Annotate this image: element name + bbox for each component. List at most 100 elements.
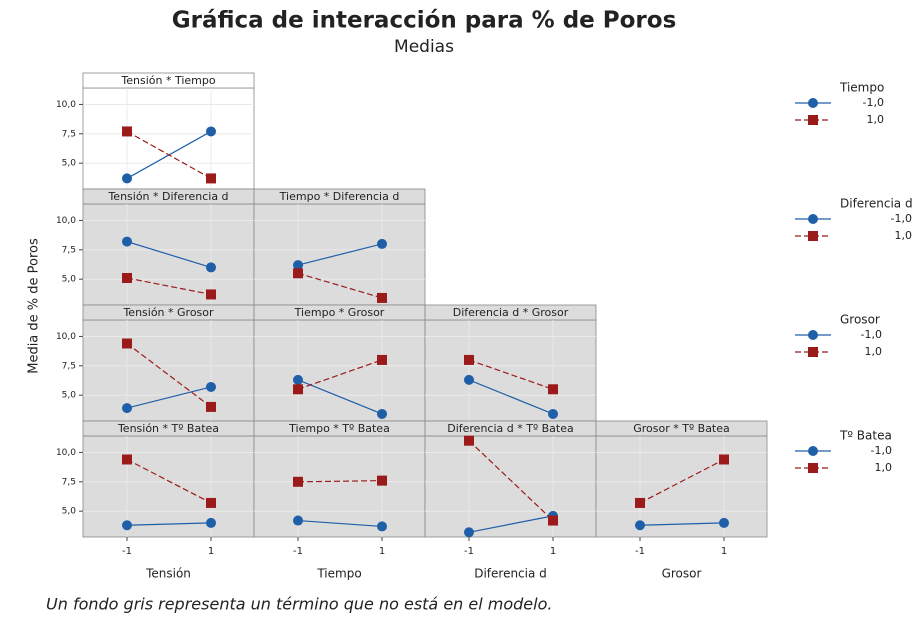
series-line [297, 519, 383, 528]
panel-title: Tensión * Grosor [122, 306, 214, 319]
marker [122, 173, 132, 184]
marker [122, 403, 132, 414]
series-line [639, 522, 725, 526]
marker [206, 401, 216, 412]
panel-header [82, 72, 255, 89]
series-line [468, 379, 554, 415]
panel-background [595, 435, 768, 538]
legend-title: Diferencia d [840, 197, 913, 211]
panel-background [82, 87, 255, 190]
marker [377, 238, 387, 249]
marker [464, 527, 474, 538]
marker [122, 454, 132, 465]
y-tick-label: 10,0 [56, 448, 76, 458]
x-axis-label: Tiempo [316, 567, 361, 581]
marker [122, 338, 132, 349]
panel-title: Tensión * Diferencia d [107, 190, 228, 203]
marker [122, 272, 132, 283]
y-tick-label: 5,0 [62, 507, 77, 517]
footnote: Un fondo gris representa un término que … [46, 595, 552, 614]
marker [377, 475, 387, 486]
legend-label: -1,0 [863, 96, 884, 109]
legend-marker [808, 214, 818, 224]
panel-background [82, 435, 255, 538]
legend-label: 1,0 [895, 229, 913, 242]
panel-title: Grosor * Tº Batea [633, 422, 730, 435]
legend-title: Tº Batea [839, 429, 892, 443]
series-line [639, 458, 725, 504]
legend-marker [808, 98, 818, 108]
x-tick-label: 1 [379, 546, 385, 557]
marker [122, 236, 132, 247]
x-tick-label: -1 [635, 546, 645, 557]
series-line [126, 241, 212, 268]
y-tick-label: 7,5 [62, 129, 76, 139]
y-axis-label: Media de % de Poros [27, 238, 42, 374]
marker [206, 126, 216, 137]
marker [293, 260, 303, 271]
panel-title: Tiempo * Diferencia d [279, 190, 400, 203]
series-line [297, 243, 383, 266]
series-line [126, 130, 212, 179]
series-line [468, 359, 554, 390]
series-line [297, 480, 383, 483]
legend-marker [808, 231, 818, 241]
x-tick-label: -1 [122, 546, 132, 557]
marker [293, 374, 303, 385]
x-axis-label: Diferencia d [474, 567, 547, 581]
panel-background [424, 435, 597, 538]
panel-title: Diferencia d * Tº Batea [447, 422, 574, 435]
panel-background [253, 435, 426, 538]
marker [464, 435, 474, 446]
x-tick-label: 1 [550, 546, 556, 557]
series-line [126, 522, 212, 526]
marker [377, 292, 387, 303]
x-axis-label: Tensión [145, 567, 191, 581]
marker [122, 126, 132, 137]
panel-title: Diferencia d * Grosor [453, 306, 569, 319]
series-line [126, 277, 212, 296]
legend-label: -1,0 [861, 328, 882, 341]
x-tick-label: -1 [293, 546, 303, 557]
panel-background [82, 319, 255, 422]
y-tick-label: 7,5 [62, 245, 76, 255]
marker [548, 384, 558, 395]
y-tick-label: 10,0 [56, 216, 76, 226]
legend-marker [808, 115, 818, 125]
panel-title: Tiempo * Grosor [294, 306, 385, 319]
marker [206, 381, 216, 392]
y-tick-label: 5,0 [62, 391, 77, 401]
legend-label: 1,0 [867, 113, 885, 126]
marker [206, 262, 216, 273]
legend-title: Grosor [840, 313, 880, 327]
marker [719, 454, 729, 465]
y-tick-label: 10,0 [56, 100, 76, 110]
marker [293, 268, 303, 279]
marker [635, 497, 645, 508]
panel-background [253, 319, 426, 422]
panel-title: Tensión * Tº Batea [117, 422, 219, 435]
marker [122, 520, 132, 531]
panel-background [424, 319, 597, 422]
series-line [468, 440, 554, 521]
chart-subtitle: Medias [394, 37, 454, 57]
panel-title: Tiempo * Tº Batea [288, 422, 390, 435]
legend-marker [808, 330, 818, 340]
series-line [297, 272, 383, 299]
legend-title: Tiempo [839, 81, 884, 95]
legend-marker [808, 463, 818, 473]
marker [464, 354, 474, 365]
y-tick-label: 5,0 [62, 159, 77, 169]
x-axis-label: Grosor [662, 567, 702, 581]
marker [719, 517, 729, 528]
marker [293, 515, 303, 526]
panel-header [253, 188, 426, 205]
y-tick-label: 7,5 [62, 361, 76, 371]
series-line [126, 386, 212, 409]
series-line [126, 458, 212, 504]
series-line [297, 359, 383, 390]
y-tick-label: 5,0 [62, 275, 77, 285]
x-tick-label: 1 [721, 546, 727, 557]
legend-label: 1,0 [875, 461, 893, 474]
